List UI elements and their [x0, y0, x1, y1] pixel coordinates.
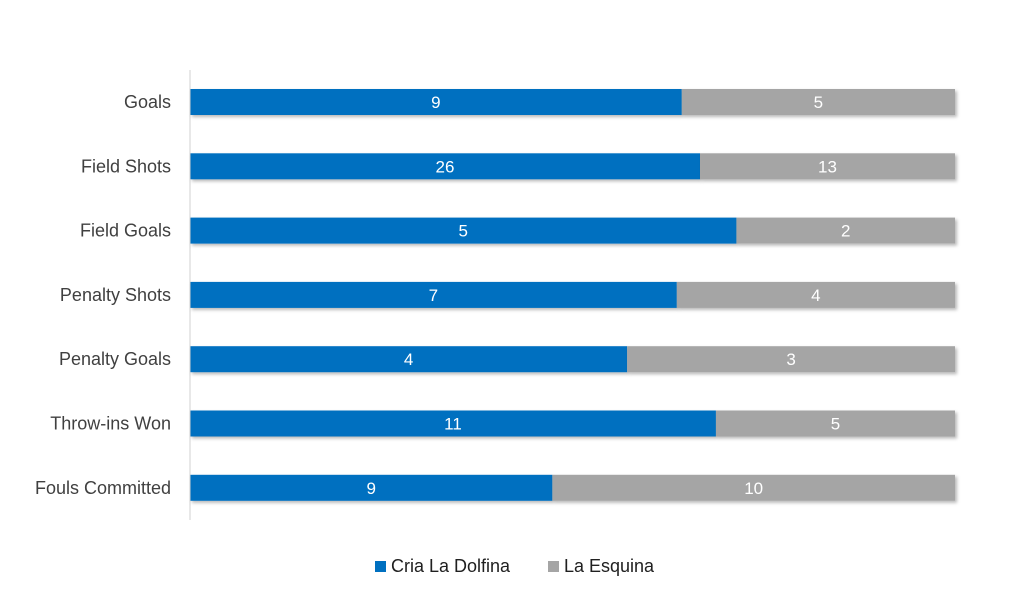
data-label-cria-la-dolfina-field-shots: 26	[436, 157, 455, 176]
data-label-cria-la-dolfina-goals: 9	[431, 93, 440, 112]
data-label-la-esquina-penalty-shots: 4	[811, 286, 820, 305]
category-label-fouls-committed: Fouls Committed	[35, 478, 171, 498]
data-label-la-esquina-throw-ins-won: 5	[831, 415, 840, 434]
data-label-cria-la-dolfina-field-goals: 5	[458, 222, 467, 241]
data-label-la-esquina-goals: 5	[814, 93, 823, 112]
category-label-goals: Goals	[124, 92, 171, 112]
legend-label-cria-la-dolfina: Cria La Dolfina	[391, 556, 511, 576]
legend-label-la-esquina: La Esquina	[564, 556, 655, 576]
bar-la-esquina-fouls-committed	[552, 474, 955, 501]
category-label-field-shots: Field Shots	[81, 156, 171, 176]
bar-la-esquina-field-shots	[700, 153, 955, 180]
legend: Cria La Dolfina La Esquina	[375, 556, 655, 576]
data-label-la-esquina-field-shots: 13	[818, 157, 837, 176]
data-label-la-esquina-field-goals: 2	[841, 222, 850, 241]
category-label-penalty-shots: Penalty Shots	[60, 285, 171, 305]
data-label-cria-la-dolfina-throw-ins-won: 11	[444, 415, 462, 434]
category-labels: Goals Field Shots Field Goals Penalty Shots…	[35, 92, 171, 498]
legend-swatch-cria-la-dolfina	[375, 561, 386, 572]
bar-la-esquina-field-goals	[736, 217, 955, 244]
bar-cria-la-dolfina-penalty-goals	[190, 346, 628, 373]
bar-cria-la-dolfina-fouls-committed	[190, 474, 553, 501]
bar-la-esquina-penalty-shots	[676, 281, 955, 308]
bars-group: 9 5 26 13 5 2 7 4 4 3 11 5 9 10	[190, 89, 955, 501]
legend-swatch-la-esquina	[548, 561, 559, 572]
bar-cria-la-dolfina-goals	[190, 89, 682, 115]
category-label-throw-ins-won: Throw-ins Won	[50, 414, 171, 434]
bar-cria-la-dolfina-penalty-shots	[190, 281, 677, 308]
bar-la-esquina-penalty-goals	[627, 346, 955, 373]
data-label-la-esquina-penalty-goals: 3	[786, 350, 795, 369]
bar-cria-la-dolfina-throw-ins-won	[190, 410, 716, 437]
bar-la-esquina-throw-ins-won	[715, 410, 955, 437]
category-label-field-goals: Field Goals	[80, 221, 171, 241]
bar-cria-la-dolfina-field-goals	[190, 217, 737, 244]
data-label-la-esquina-fouls-committed: 10	[744, 479, 763, 498]
data-label-cria-la-dolfina-penalty-goals: 4	[404, 350, 413, 369]
bar-la-esquina-goals	[681, 89, 955, 115]
bar-cria-la-dolfina-field-shots	[190, 153, 700, 180]
category-label-penalty-goals: Penalty Goals	[59, 349, 171, 369]
data-label-cria-la-dolfina-penalty-shots: 7	[429, 286, 438, 305]
data-label-cria-la-dolfina-fouls-committed: 9	[366, 479, 375, 498]
